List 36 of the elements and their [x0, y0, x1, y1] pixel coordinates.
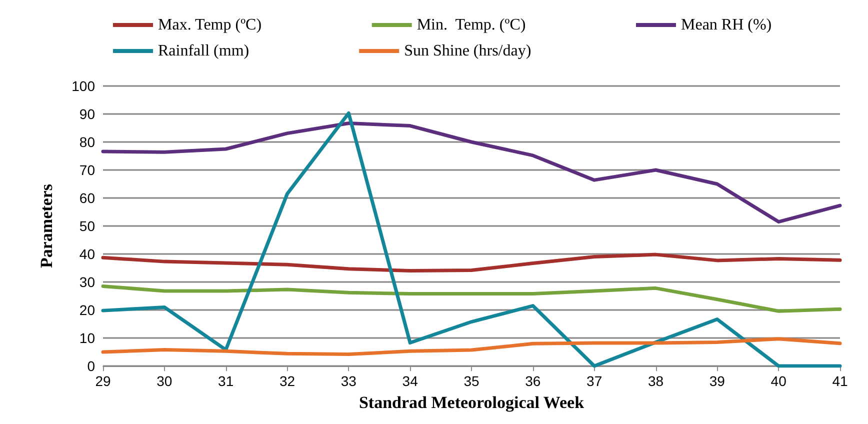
line-series	[101, 111, 842, 368]
x-axis-title: Standrad Meteorological Week	[358, 393, 585, 412]
y-tick-label: 70	[79, 162, 96, 178]
line-series	[101, 337, 842, 356]
legend-label: Min. Temp. (ºC)	[416, 16, 526, 34]
x-tick-label: 39	[709, 373, 726, 389]
x-tick-label: 41	[832, 373, 848, 389]
y-axis-title: Parameters	[37, 184, 56, 268]
y-tick-label: 0	[87, 358, 96, 374]
legend-label: Mean RH (%)	[680, 16, 772, 34]
x-tick-label: 32	[279, 373, 296, 389]
x-tick-label: 33	[340, 373, 357, 389]
y-tick-label: 20	[79, 302, 96, 318]
y-tick-label: 90	[79, 106, 96, 122]
legend-label: Max. Temp (ºC)	[158, 16, 262, 34]
x-tick-label: 36	[525, 373, 541, 389]
y-tick-label: 100	[72, 78, 96, 94]
y-tick-label: 10	[79, 330, 96, 346]
line-series	[101, 284, 842, 313]
line-series	[101, 252, 842, 273]
y-tick-label: 50	[79, 218, 96, 234]
x-tick-label: 35	[464, 373, 480, 389]
x-tick-label: 31	[218, 373, 234, 389]
x-tick-label: 40	[770, 373, 787, 389]
legend-label: Rainfall (mm)	[158, 42, 250, 60]
x-tick-label: 38	[648, 373, 664, 389]
x-tick-label: 34	[402, 373, 418, 389]
x-tick-label: 37	[586, 373, 602, 389]
legend-label: Sun Shine (hrs/day)	[404, 42, 532, 60]
line-series	[101, 121, 842, 224]
x-tick-label: 29	[95, 373, 111, 389]
x-tick-label: 30	[156, 373, 172, 389]
y-tick-label: 30	[79, 274, 96, 290]
y-tick-label: 80	[79, 134, 96, 150]
y-tick-label: 40	[79, 246, 96, 262]
y-tick-label: 60	[79, 190, 96, 206]
